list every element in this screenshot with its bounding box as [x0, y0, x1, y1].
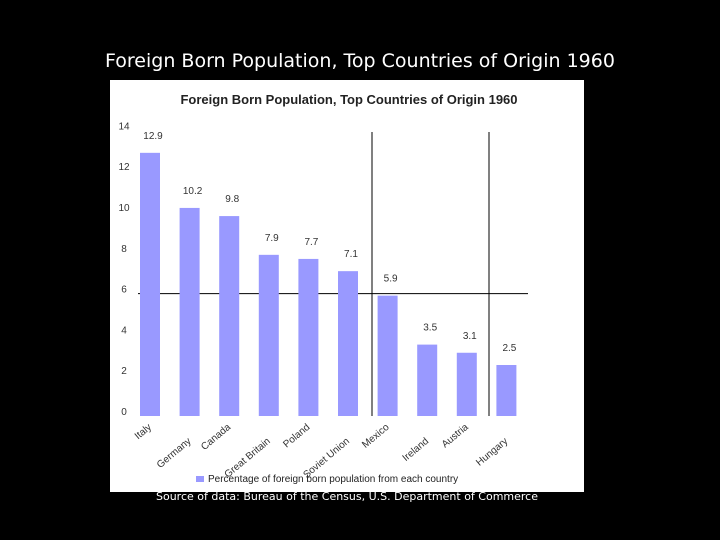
x-tick-label: Ireland — [401, 436, 431, 464]
bar-value-label: 7.9 — [265, 233, 279, 244]
y-tick-label: 8 — [121, 244, 127, 255]
bar-chart: Foreign Born Population, Top Countries o… — [118, 92, 528, 485]
y-tick-label: 4 — [121, 325, 127, 336]
bar-value-label: 12.9 — [143, 131, 163, 142]
bar — [258, 254, 279, 416]
x-tick-label: Austria — [440, 422, 471, 451]
bar — [179, 207, 200, 416]
legend-label: Percentage of foreign born population fr… — [208, 474, 458, 485]
x-tick-label: Germany — [155, 436, 194, 471]
x-tick-label: Italy — [133, 422, 154, 442]
bar-value-label: 9.8 — [225, 194, 239, 205]
bar-value-label: 3.5 — [423, 323, 437, 334]
chart-title: Foreign Born Population, Top Countries o… — [180, 92, 517, 107]
chart-panel: Foreign Born Population, Top Countries o… — [110, 80, 584, 492]
y-tick-label: 12 — [118, 162, 130, 173]
bar — [140, 152, 160, 416]
slide-title: Foreign Born Population, Top Countries o… — [105, 50, 615, 72]
x-tick-label: Canada — [199, 422, 233, 453]
bar — [219, 216, 240, 416]
y-tick-label: 14 — [118, 121, 130, 132]
y-tick-label: 10 — [118, 203, 130, 214]
bar-value-label: 7.7 — [304, 237, 318, 248]
bar — [377, 295, 398, 416]
y-tick-label: 2 — [121, 366, 127, 377]
bar-value-label: 10.2 — [183, 186, 203, 197]
y-tick-label: 0 — [121, 407, 127, 418]
bar-value-label: 2.5 — [502, 343, 516, 354]
source-note: Source of data: Bureau of the Census, U.… — [155, 490, 538, 503]
bar-value-label: 3.1 — [463, 331, 477, 342]
bar-value-label: 5.9 — [384, 274, 398, 285]
bar — [456, 352, 477, 416]
bar — [417, 344, 438, 416]
bar-value-label: 7.1 — [344, 249, 358, 260]
x-tick-label: Hungary — [474, 436, 510, 469]
bar — [496, 365, 517, 416]
legend-swatch — [196, 476, 204, 482]
x-tick-label: Poland — [281, 422, 312, 450]
y-tick-label: 6 — [121, 285, 127, 296]
x-tick-label: Mexico — [360, 422, 392, 451]
bar — [338, 271, 358, 416]
bar — [298, 258, 319, 416]
